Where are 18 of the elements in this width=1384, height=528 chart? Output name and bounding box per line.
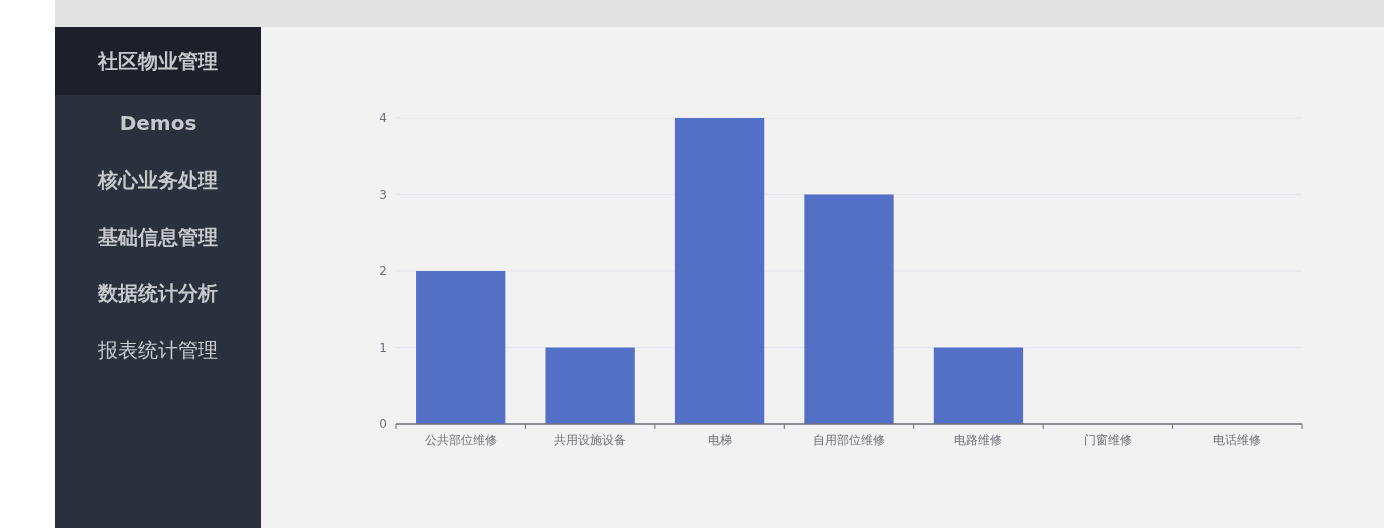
text: 基础信息管理	[97, 224, 218, 249]
text: 数据统计分析	[97, 281, 218, 306]
x-tick-label: 共用设施设备	[554, 433, 627, 447]
x-tick-label: 电梯	[707, 433, 732, 447]
x-tick-label: 门窗维修	[1083, 433, 1132, 447]
y-tick-label: 0	[379, 417, 387, 431]
y-tick-label: 1	[379, 340, 387, 355]
text: 社区物业管理	[97, 49, 218, 73]
x-tick-label: 自用部位维修	[813, 433, 885, 447]
text: Demos	[119, 111, 197, 135]
text: 核心业务处理	[97, 167, 218, 192]
y-tick-label: 2	[379, 264, 387, 278]
y-tick-label: 3	[379, 187, 387, 202]
text: 报表统计管理	[97, 338, 218, 363]
x-tick-label: 电路维修	[954, 433, 1003, 447]
x-tick-label: 公共部位维修	[424, 433, 497, 447]
y-tick-label: 4	[379, 111, 387, 125]
x-tick-label: 电话维修	[1213, 433, 1262, 447]
